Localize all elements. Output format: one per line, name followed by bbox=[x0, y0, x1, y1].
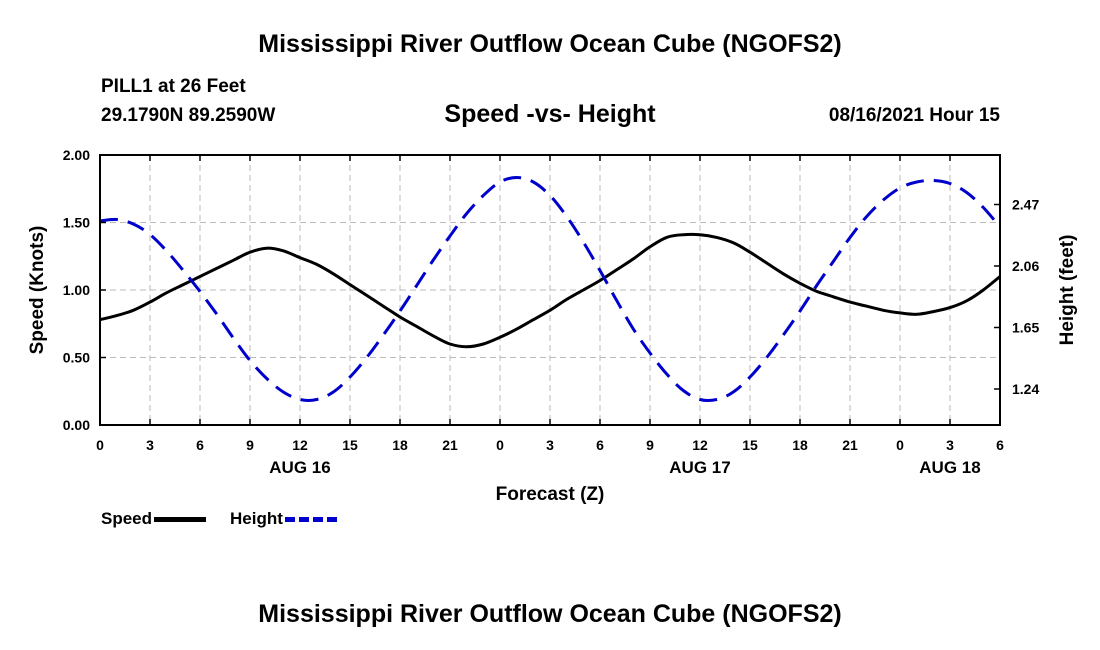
station-coordinates: 29.1790N 89.2590W bbox=[101, 105, 276, 126]
x-tick-label: 9 bbox=[646, 437, 654, 453]
x-tick-label: 0 bbox=[496, 437, 504, 453]
x-tick-label: 6 bbox=[596, 437, 604, 453]
series-lines bbox=[99, 176, 1002, 403]
x-tick-label: 15 bbox=[342, 437, 358, 453]
y2-axis-label: Height (feet) bbox=[1057, 235, 1078, 346]
x-tick-label: 3 bbox=[946, 437, 954, 453]
series-height-line bbox=[99, 176, 1002, 403]
main-title: Mississippi River Outflow Ocean Cube (NG… bbox=[258, 30, 842, 58]
y2-tick-label: 2.06 bbox=[1012, 258, 1039, 274]
footer-title: Mississippi River Outflow Ocean Cube (NG… bbox=[258, 600, 842, 628]
legend-speed-label: Speed bbox=[101, 509, 153, 528]
y-tick-label: 0.50 bbox=[63, 350, 90, 366]
y-tick-label: 2.00 bbox=[63, 147, 90, 163]
legend-speed: Speed bbox=[101, 509, 207, 529]
chart-subtitle: Speed -vs- Height bbox=[444, 100, 656, 128]
forecast-datetime: 08/16/2021 Hour 15 bbox=[828, 105, 1000, 126]
date-label: AUG 16 bbox=[269, 458, 330, 477]
date-label: AUG 17 bbox=[669, 458, 730, 477]
station-name: PILL1 at 26 Feet bbox=[101, 76, 246, 97]
y2-tick-label: 1.24 bbox=[1012, 381, 1039, 397]
y-tick-label: 0.00 bbox=[63, 417, 90, 433]
x-tick-label: 12 bbox=[292, 437, 308, 453]
date-label: AUG 18 bbox=[919, 458, 980, 477]
grid bbox=[100, 155, 1000, 425]
y-axis-label: Speed (Knots) bbox=[27, 226, 48, 355]
x-tick-label: 6 bbox=[196, 437, 204, 453]
y-tick-label: 1.00 bbox=[63, 282, 90, 298]
legend-speed-swatch bbox=[154, 516, 207, 522]
y2-tick-label: 1.65 bbox=[1012, 320, 1039, 336]
legend-height-swatch bbox=[284, 516, 337, 522]
x-tick-label: 18 bbox=[392, 437, 408, 453]
x-tick-label: 21 bbox=[442, 437, 458, 453]
axes: 0 3 6 9 12 15 18 21 0 3 6 9 12 15 18 21 0 3 6 AUG 16 AUG 17 A… bbox=[63, 147, 1040, 477]
y-tick-label: 1.50 bbox=[63, 215, 90, 231]
x-tick-label: 21 bbox=[842, 437, 858, 453]
x-tick-label: 9 bbox=[246, 437, 254, 453]
x-axis-label: Forecast (Z) bbox=[496, 484, 605, 505]
x-tick-label: 3 bbox=[146, 437, 154, 453]
x-tick-label: 15 bbox=[742, 437, 758, 453]
x-tick-label: 0 bbox=[96, 437, 104, 453]
x-tick-label: 6 bbox=[996, 437, 1004, 453]
x-tick-label: 0 bbox=[896, 437, 904, 453]
legend-height-label: Height bbox=[230, 509, 283, 528]
x-tick-label: 18 bbox=[792, 437, 808, 453]
x-tick-label: 12 bbox=[692, 437, 708, 453]
x-tick-label: 3 bbox=[546, 437, 554, 453]
y2-tick-label: 2.47 bbox=[1012, 197, 1039, 213]
series-speed-line bbox=[99, 232, 1001, 349]
legend-height: Height bbox=[230, 509, 337, 529]
